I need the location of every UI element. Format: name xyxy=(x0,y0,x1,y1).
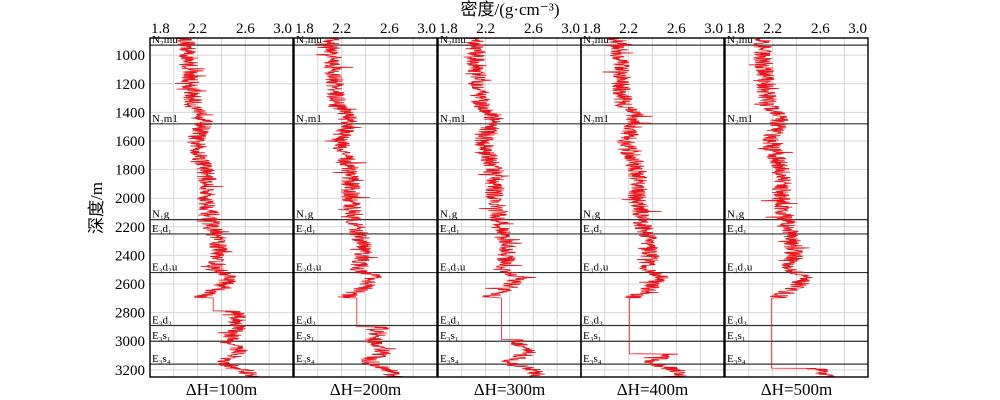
formation-label: E₃d₂u xyxy=(583,262,609,274)
panel-1: 1.8 2.2 2.6 3.0 N₂mu N₂m1 N₁g E₃d₁ E₃d₂u E₃d₃ E₃s₁… xyxy=(149,21,294,399)
x-tick-label: 1.8 xyxy=(582,21,601,37)
formation-label: N₁g xyxy=(727,209,745,221)
panel-5: 1.8 2.2 2.6 3.0 N₂mu N₂m1 N₁g E₃d₁ E₃d₂u E₃d₃ E₃s₁… xyxy=(724,21,869,399)
formation-label: E₃s₁ xyxy=(583,330,602,342)
y-axis-label: 深度/m xyxy=(87,182,106,234)
panel-label: ΔH=500m xyxy=(761,380,833,399)
x-tick-label: 2.6 xyxy=(236,21,255,37)
formation-label: E₃d₁ xyxy=(152,223,172,235)
formation-label: E₃d₂u xyxy=(727,262,753,274)
y-tick-label: 2400 xyxy=(115,248,145,264)
formation-label: N₁g xyxy=(440,209,458,221)
panel-label: ΔH=400m xyxy=(617,380,689,399)
panel-frame xyxy=(293,37,438,378)
formation-label: E₃s₁ xyxy=(440,330,459,342)
formation-label: N₁g xyxy=(152,209,170,221)
y-tick-label: 1400 xyxy=(115,105,145,121)
formation-label: E₃d₂u xyxy=(152,262,178,274)
formation-label: N₂m1 xyxy=(296,113,322,125)
x-tick-label: 2.2 xyxy=(619,21,638,37)
x-tick-label: 2.2 xyxy=(476,21,495,37)
formation-label: E₃d₃ xyxy=(440,315,460,327)
panels: 1.8 2.2 2.6 3.0N₂muN₂m1N₁gE₃d₁E₃d₂uE₃d₃E₃s₁… xyxy=(149,21,869,399)
formation-label: N₂m1 xyxy=(727,113,753,125)
x-tick-label: 1.8 xyxy=(439,21,458,37)
formation-label: E₃s₄ xyxy=(440,353,459,365)
formation-label: N₁g xyxy=(583,209,601,221)
formation-label: N₂mu xyxy=(152,34,178,46)
x-axis-label: 密度/(g·cm⁻³) xyxy=(460,0,559,19)
density-curve xyxy=(174,37,259,378)
formation-label: E₃d₂u xyxy=(296,262,322,274)
formation-label: E₃d₃ xyxy=(583,315,603,327)
x-tick-label: 3.0 xyxy=(561,21,580,37)
y-tick-label: 1600 xyxy=(115,134,145,150)
panel-label: ΔH=200m xyxy=(330,380,402,399)
x-tick-label: 3.0 xyxy=(273,21,292,37)
x-tick-label: 2.6 xyxy=(811,21,830,37)
formation-label: E₃s₁ xyxy=(727,330,746,342)
y-tick-label: 1200 xyxy=(115,77,145,93)
x-tick-label: 3.0 xyxy=(704,21,723,37)
formation-label: N₂mu xyxy=(440,34,466,46)
y-tick-label: 2000 xyxy=(115,191,145,207)
y-tick-label: 1000 xyxy=(115,48,145,64)
formation-label: E₃d₂u xyxy=(440,262,466,274)
y-tick-label: 3200 xyxy=(115,363,145,379)
density-curve xyxy=(463,37,546,378)
x-tick-label: 2.2 xyxy=(188,21,207,37)
x-tick-label: 2.2 xyxy=(332,21,351,37)
y-tick-label: 1800 xyxy=(115,163,145,179)
panel-label: ΔH=100m xyxy=(186,380,258,399)
density-curve xyxy=(748,37,835,378)
formation-label: N₂m1 xyxy=(152,113,178,125)
x-tick-label: 2.6 xyxy=(667,21,686,37)
y-tick-label: 3000 xyxy=(115,334,145,350)
formation-label: E₃d₃ xyxy=(296,315,316,327)
formation-label: E₃d₁ xyxy=(583,223,603,235)
formation-label: E₃d₁ xyxy=(440,223,460,235)
x-tick-label: 1.8 xyxy=(151,21,170,37)
formation-label: N₂mu xyxy=(583,34,609,46)
x-tick-label: 3.0 xyxy=(417,21,436,37)
formation-label: N₂mu xyxy=(296,34,322,46)
formation-label: N₂m1 xyxy=(583,113,609,125)
formation-label: E₃s₁ xyxy=(152,330,171,342)
x-tick-label: 2.6 xyxy=(380,21,399,37)
x-tick-label: 2.2 xyxy=(763,21,782,37)
x-tick-label: 1.8 xyxy=(295,21,314,37)
y-tick-label: 2200 xyxy=(115,220,145,236)
formation-label: N₂m1 xyxy=(440,113,466,125)
formation-label: E₃s₄ xyxy=(152,353,171,365)
formation-label: N₁g xyxy=(296,209,314,221)
y-axis-ticks: 1000 1200 1400 1600 1800 2000 2200 2400 2600 2800… xyxy=(115,48,145,379)
formation-label: E₃d₁ xyxy=(727,223,747,235)
formation-label: E₃s₄ xyxy=(296,353,315,365)
formation-label: E₃s₄ xyxy=(727,353,746,365)
x-tick-label: 3.0 xyxy=(848,21,867,37)
density-curve xyxy=(314,37,404,378)
formation-label: E₃s₁ xyxy=(296,330,315,342)
panel-4: 1.8 2.2 2.6 3.0 N₂mu N₂m1 N₁g E₃d₁ E₃d₂u E₃d₃ E₃s₁… xyxy=(580,21,725,399)
panel-label: ΔH=300m xyxy=(474,380,546,399)
formation-label: N₂mu xyxy=(727,34,753,46)
panel-frame xyxy=(149,37,294,378)
formation-label: E₃d₁ xyxy=(296,223,316,235)
panel-2: 1.8 2.2 2.6 3.0 N₂mu N₂m1 N₁g E₃d₁ E₃d₂u E₃d₃ E₃s₁… xyxy=(293,21,438,399)
x-tick-label: 2.6 xyxy=(524,21,543,37)
formation-label: E₃d₃ xyxy=(727,315,747,327)
panel-frame xyxy=(724,37,869,378)
density-curve xyxy=(602,37,687,378)
y-tick-label: 2600 xyxy=(115,277,145,293)
y-tick-label: 2800 xyxy=(115,306,145,322)
x-tick-label: 1.8 xyxy=(726,21,745,37)
panel-3: 1.8 2.2 2.6 3.0 N₂mu N₂m1 N₁g E₃d₁ E₃d₂u E₃d₃ E₃s₁… xyxy=(437,21,582,399)
panel-frame xyxy=(580,37,725,378)
formation-label: E₃s₄ xyxy=(583,353,602,365)
formation-label: E₃d₃ xyxy=(152,315,172,327)
